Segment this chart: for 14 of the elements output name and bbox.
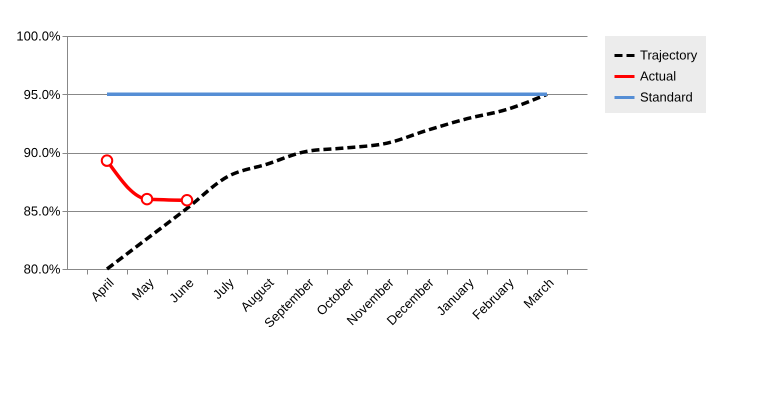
legend-label: Standard [640, 90, 693, 104]
x-tick-label: May [128, 274, 158, 304]
x-tick-label: July [210, 274, 238, 302]
y-tick-label: 95.0% [24, 86, 61, 102]
y-tick-label: 80.0% [24, 262, 61, 276]
point [100, 154, 114, 167]
y-tick-label: 90.0% [24, 145, 61, 160]
point [140, 192, 154, 206]
line-series [105, 92, 549, 271]
point [180, 194, 194, 206]
y-tick-label: 100.0% [16, 28, 61, 44]
y-tick-label: 85.0% [24, 203, 61, 218]
legend-label: Trajectory [640, 48, 698, 62]
legend-label: Actual [640, 68, 676, 84]
